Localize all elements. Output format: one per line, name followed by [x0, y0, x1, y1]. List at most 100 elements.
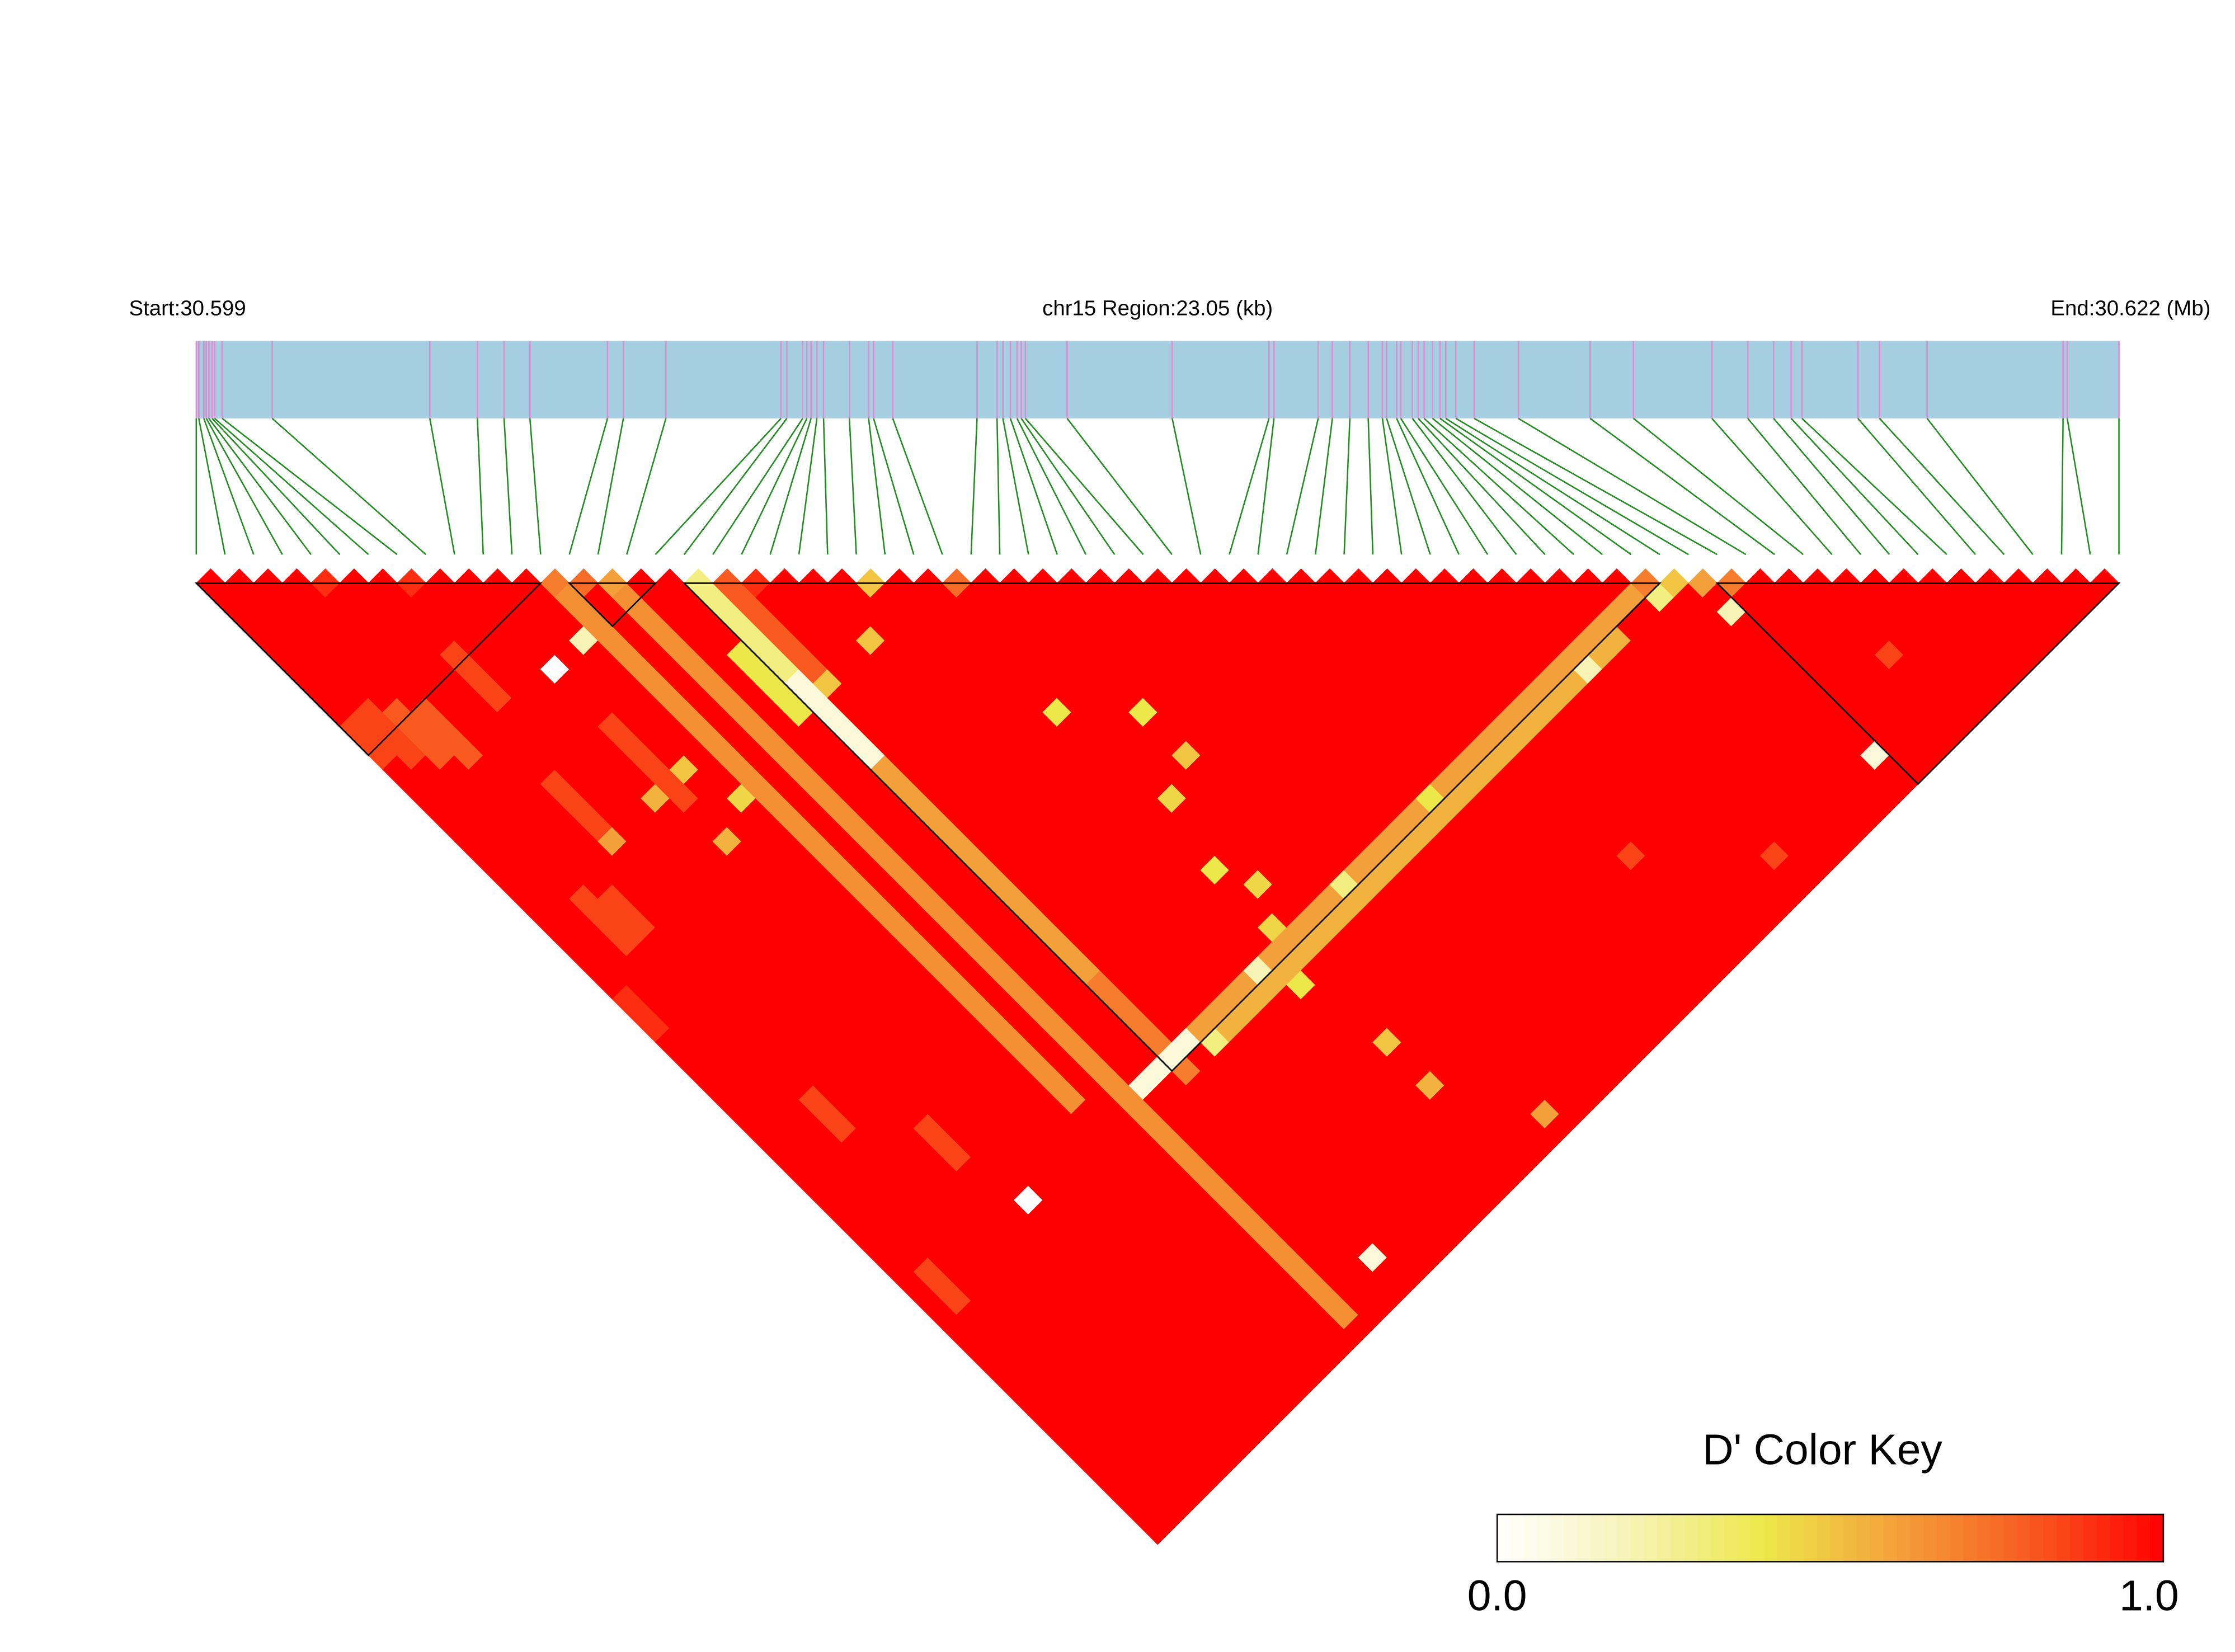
snp-link: [1002, 418, 1029, 555]
snp-link: [477, 418, 484, 555]
snp-link: [503, 418, 513, 555]
snp-link: [1518, 417, 1747, 556]
snp-link: [626, 418, 667, 555]
snp-link: [1024, 418, 1144, 556]
snp-link: [1423, 417, 1574, 556]
color-key-swatch: [1577, 1514, 1591, 1562]
snp-link: [1229, 418, 1270, 555]
color-key-swatch: [1603, 1514, 1618, 1562]
snp-link: [1400, 418, 1489, 555]
ld-block: [682, 582, 1662, 1072]
snp-link: [996, 418, 1001, 555]
color-key-swatch: [2030, 1514, 2044, 1562]
snp-link: [1418, 418, 1546, 556]
snp-link: [1315, 418, 1333, 555]
snp-link: [1445, 417, 1660, 556]
snp-link: [211, 418, 341, 556]
snp-link: [1773, 418, 1890, 556]
snp-link: [1386, 418, 1431, 555]
color-key-swatch: [1590, 1514, 1605, 1562]
snp-link: [1432, 417, 1603, 556]
color-key-swatch: [1617, 1514, 1631, 1562]
snp-link: [1439, 417, 1632, 556]
snp-link: [1066, 418, 1173, 555]
snp-link: [1790, 418, 1919, 556]
snp-link: [1857, 418, 1977, 556]
color-key-swatch: [1803, 1514, 1818, 1562]
color-key-swatch: [1897, 1514, 1911, 1562]
color-key-swatch: [1963, 1514, 1978, 1562]
snp-link: [1879, 418, 2005, 556]
color-key-tick-label: 1.0: [2119, 1572, 2179, 1620]
color-key-swatch: [1763, 1514, 1778, 1562]
snp-link: [1286, 418, 1319, 555]
snp-link: [1747, 418, 1861, 556]
color-key-swatch: [1870, 1514, 1884, 1562]
color-key-title: D' Color Key: [1702, 1425, 1942, 1474]
snp-link: [429, 418, 455, 555]
color-key-swatch: [1550, 1514, 1564, 1562]
snp-link: [2060, 418, 2064, 555]
snp-link: [1801, 417, 1947, 556]
color-key-swatch: [1683, 1514, 1698, 1562]
color-key-swatch: [1564, 1514, 1578, 1562]
snp-link: [205, 418, 283, 555]
snp-link: [712, 418, 803, 555]
snp-link: [1020, 418, 1116, 555]
snp-link: [271, 417, 427, 556]
snp-link: [868, 418, 886, 555]
color-key-swatch: [2096, 1514, 2111, 1562]
color-key-swatch: [1697, 1514, 1711, 1562]
color-key-swatch: [2110, 1514, 2124, 1562]
snp-link: [1171, 418, 1202, 555]
snp-link: [970, 418, 978, 555]
color-key-swatch: [1790, 1514, 1804, 1562]
snp-link: [1711, 418, 1833, 556]
color-key-swatch: [1843, 1514, 1857, 1562]
snp-link: [597, 418, 624, 555]
color-key-swatch: [1510, 1514, 1524, 1562]
color-key-border: [1496, 1513, 2165, 1562]
snp-link: [1257, 418, 1275, 555]
color-key-swatch: [1923, 1514, 1937, 1562]
color-key-swatch: [1657, 1514, 1671, 1562]
color-key-swatch: [1497, 1514, 1511, 1562]
color-key-swatch: [1644, 1514, 1658, 1562]
color-key-swatch: [1777, 1514, 1791, 1562]
snp-link: [769, 418, 812, 555]
color-key-swatch: [2043, 1514, 2058, 1562]
color-key-swatch: [1977, 1514, 1991, 1562]
end-label: End:30.622 (Mb): [2050, 296, 2210, 321]
color-key-swatch: [1990, 1514, 2004, 1562]
color-key-swatch: [1857, 1514, 1871, 1562]
snp-link: [214, 417, 369, 556]
snp-link: [203, 418, 255, 555]
color-key-swatch: [1724, 1514, 1738, 1562]
color-key-swatch: [2057, 1514, 2071, 1562]
color-key-swatch: [1750, 1514, 1765, 1562]
snp-link: [222, 417, 398, 556]
color-key-swatch: [1910, 1514, 1925, 1562]
snp-link: [198, 418, 226, 555]
snp-link: [2066, 418, 2091, 555]
color-key-swatch: [1817, 1514, 1831, 1562]
snp-link: [1396, 418, 1460, 555]
ld-block: [567, 582, 657, 628]
start-label: Start:30.599: [129, 296, 246, 321]
snp-link: [1016, 418, 1087, 555]
color-key-swatch: [2070, 1514, 2084, 1562]
color-key-swatch: [1737, 1514, 1751, 1562]
snp-link: [892, 418, 943, 555]
color-key-swatch: [1630, 1514, 1644, 1562]
color-key-swatch: [1830, 1514, 1845, 1562]
snp-link: [849, 418, 857, 555]
snp-link: [873, 418, 915, 555]
ld-block: [1715, 582, 2121, 785]
snp-link: [1343, 418, 1351, 555]
snp-link: [1381, 418, 1403, 555]
snp-link: [1009, 418, 1058, 555]
snp-link: [655, 418, 782, 556]
snp-link: [1589, 417, 1775, 556]
